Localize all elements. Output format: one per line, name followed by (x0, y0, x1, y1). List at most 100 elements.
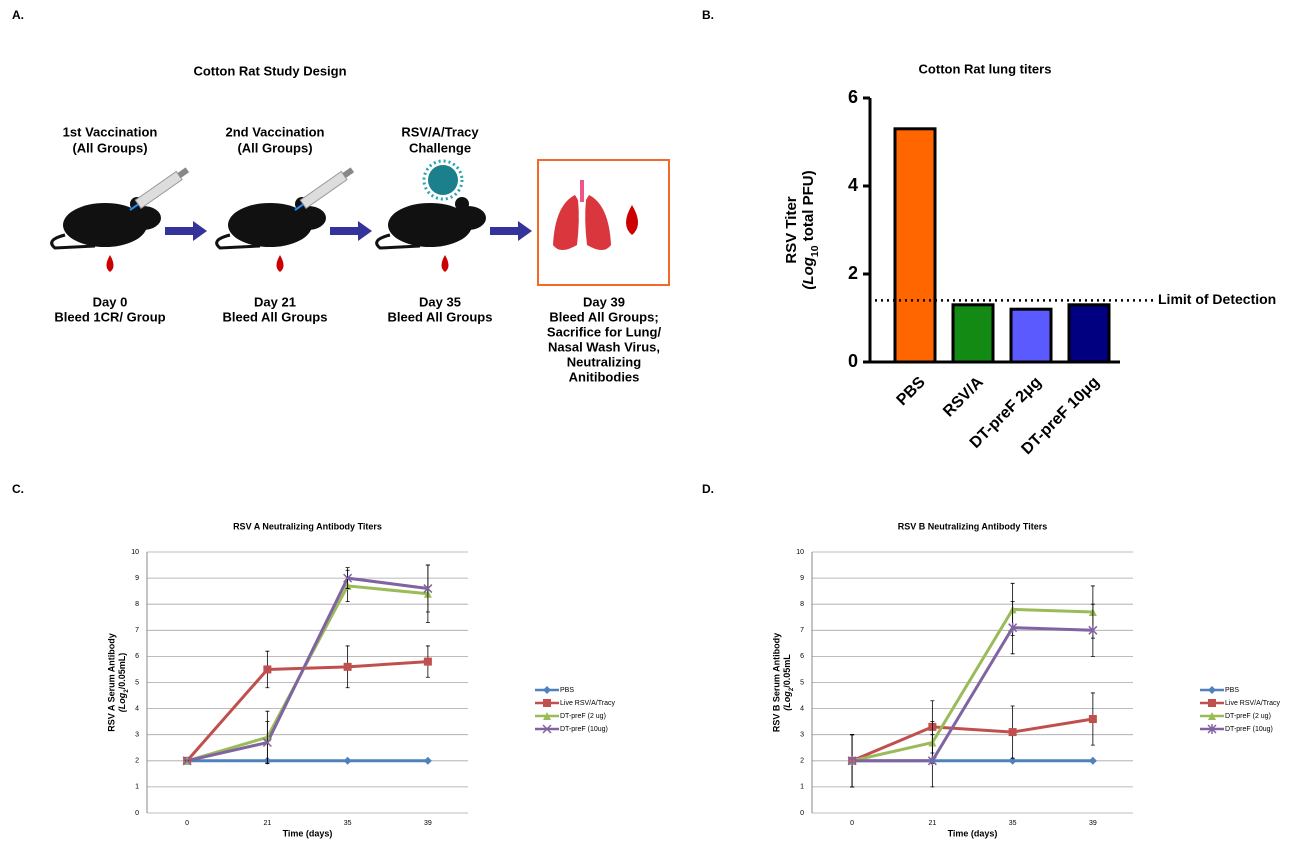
y-tick-label: 3 (135, 732, 139, 739)
legend-label: DT-preF (2 ug) (1225, 713, 1271, 720)
y-tick-label: 2 (135, 758, 139, 765)
legend-marker (1208, 686, 1216, 694)
legend-label: DT-preF (2 ug) (560, 713, 606, 720)
step-label: Day 39 (583, 294, 625, 309)
y-tick-label: 5 (135, 679, 139, 686)
step-label: Challenge (409, 140, 471, 155)
y-tick-label: 4 (848, 175, 858, 195)
step-label: Day 0 (93, 294, 128, 309)
step-label: Bleed All Groups (223, 309, 328, 324)
step-label: 2nd Vaccination (226, 124, 325, 139)
legend-label: PBS (1225, 687, 1239, 694)
y-axis-label-part: /0.05mL) (117, 653, 127, 690)
legend-label: PBS (560, 687, 574, 694)
marker (344, 757, 352, 765)
chart-title: RSV B Neutralizing Antibody Titers (898, 521, 1048, 531)
diagram-title: Cotton Rat Study Design (193, 63, 346, 78)
x-tick-label: 35 (344, 820, 352, 827)
marker (1009, 728, 1017, 736)
legend-label: DT-preF (10ug) (560, 726, 608, 733)
y-tick-label: 6 (800, 653, 804, 660)
marker (344, 663, 352, 671)
series-line (852, 609, 1093, 760)
bar (953, 305, 993, 362)
legend-marker (1208, 699, 1216, 707)
step-label: RSV/A/Tracy (401, 124, 479, 139)
y-tick-label: 4 (800, 705, 804, 712)
y-tick-label: 8 (135, 601, 139, 608)
y-tick-label: 3 (800, 732, 804, 739)
y-axis-label-part: /0.05mL (782, 654, 792, 688)
bar (895, 129, 935, 362)
arrow (490, 221, 532, 241)
y-tick-label: 0 (135, 810, 139, 817)
panel-label: A. (12, 8, 24, 22)
y-axis-label: (Log2/0.05mL (782, 654, 795, 711)
y-tick-label: 2 (848, 263, 858, 283)
legend-marker (543, 699, 551, 707)
y-tick-label: 5 (800, 679, 804, 686)
blood-drop (107, 255, 114, 272)
x-tick-label: 21 (928, 820, 936, 827)
x-tick-label: 39 (1089, 820, 1097, 827)
marker (1089, 715, 1097, 723)
step-label: (All Groups) (237, 140, 312, 155)
panel-label: B. (702, 8, 714, 22)
y-tick-label: 0 (848, 351, 858, 371)
bar (1069, 305, 1109, 362)
y-axis-label: RSV B Serum Antibody (771, 633, 781, 732)
y-axis-label-part: (Log (117, 692, 127, 712)
diagram-art (52, 160, 669, 285)
x-tick-label: RSV/A (940, 373, 987, 420)
lungs (553, 180, 611, 250)
step-label: Bleed All Groups; (549, 309, 658, 324)
blood-drop (626, 205, 638, 235)
y-tick-label: 10 (796, 549, 804, 556)
step-label: Anitibodies (569, 369, 640, 384)
x-tick-label: PBS (894, 374, 930, 410)
y-tick-label: 6 (135, 653, 139, 660)
legend-label: Live RSV/A/Tracy (560, 700, 615, 707)
y-tick-label: 7 (135, 627, 139, 634)
arrow (165, 221, 207, 241)
step-label: Day 21 (254, 294, 296, 309)
y-tick-label: 10 (131, 549, 139, 556)
marker (263, 665, 271, 673)
step-label: Neutralizing (567, 354, 641, 369)
y-axis-label-part: (Log (782, 691, 792, 711)
y-axis-label: RSV A Serum Antibody (106, 633, 116, 732)
y-axis-label-part: total PFU) (800, 170, 817, 245)
marker (424, 658, 432, 666)
y-axis-label: (Log2/0.05mL) (117, 653, 130, 713)
legend-label: DT-preF (10ug) (1225, 726, 1273, 733)
figure: A.B.C.D.Cotton Rat Study Design1st Vacci… (0, 0, 1300, 841)
chart-title: RSV A Neutralizing Antibody Titers (233, 521, 382, 531)
y-tick-label: 9 (135, 575, 139, 582)
marker (424, 757, 432, 765)
x-tick-label: 0 (850, 820, 854, 827)
y-axis-label-part: 10 (809, 245, 821, 257)
x-tick-label: 21 (263, 820, 271, 827)
bar (1011, 309, 1051, 362)
mouse (377, 197, 486, 248)
reference-label: Limit of Detection (1158, 291, 1276, 307)
y-tick-label: 2 (800, 758, 804, 765)
step-label: Sacrifice for Lung/ (547, 324, 662, 339)
y-axis-label-part: (Log (800, 257, 817, 289)
y-tick-label: 7 (800, 627, 804, 634)
step-label: Day 35 (419, 294, 461, 309)
series-line (187, 662, 428, 761)
marker (1089, 757, 1097, 765)
step-label: Bleed 1CR/ Group (54, 309, 165, 324)
step-label: 1st Vaccination (63, 124, 158, 139)
x-tick-label: 35 (1009, 820, 1017, 827)
arrow (330, 221, 372, 241)
y-tick-label: 0 (800, 810, 804, 817)
x-tick-label: 0 (185, 820, 189, 827)
y-tick-label: 4 (135, 705, 139, 712)
y-tick-label: 9 (800, 575, 804, 582)
step-label: Bleed All Groups (388, 309, 493, 324)
chart-title: Cotton Rat lung titers (919, 61, 1052, 76)
x-tick-label: 39 (424, 820, 432, 827)
legend-label: Live RSV/A/Tracy (1225, 700, 1280, 707)
